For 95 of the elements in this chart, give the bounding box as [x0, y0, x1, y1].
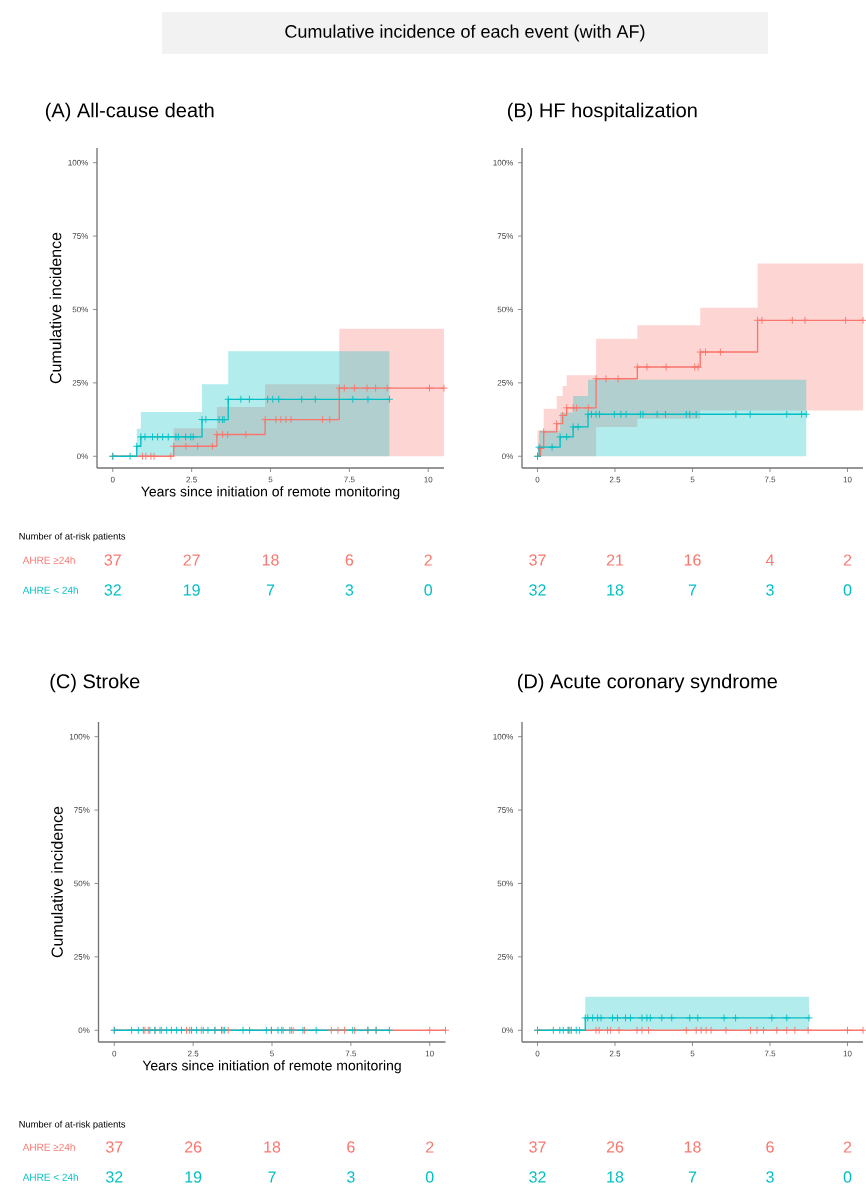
y-tick-label: 25% [74, 954, 90, 960]
y-tick-label: 100% [69, 733, 90, 740]
text: 7 [688, 1171, 697, 1183]
x-tick-label: 0 [535, 1050, 540, 1057]
x-tick-label: 0 [535, 476, 540, 483]
text: 3 [347, 1171, 355, 1183]
text: 4 [765, 554, 774, 566]
text: 37 [529, 1141, 546, 1153]
x-tick-label: 7.5 [344, 476, 355, 483]
text: 32 [529, 584, 546, 596]
text: 2 [843, 554, 852, 566]
x-tick-label: 5 [690, 476, 695, 483]
text: 18 [607, 584, 624, 596]
text: Number of at-risk patients [19, 532, 126, 542]
chart-title: (A) All-cause death [45, 102, 214, 122]
text: AHRE ≥24h [22, 1143, 75, 1151]
y-tick-label: 75% [497, 233, 514, 239]
text: 26 [185, 1141, 202, 1153]
text: 26 [606, 1141, 624, 1153]
text: 19 [185, 1171, 202, 1183]
x-tick-label: 5 [270, 1050, 274, 1057]
y-tick-label: 75% [74, 807, 90, 813]
text: 7 [688, 584, 697, 596]
text: 32 [105, 1171, 123, 1183]
text: 3 [766, 1171, 774, 1183]
text: AHRE < 24h [22, 1173, 78, 1181]
text: 37 [105, 1141, 123, 1153]
x-tick-label: 10 [424, 476, 433, 483]
y-axis-title: Cumulative incidence [49, 232, 62, 384]
text: AHRE ≥24h [22, 556, 75, 564]
text: 6 [347, 1141, 355, 1153]
x-tick-label: 2.5 [609, 476, 621, 483]
text: 2 [424, 554, 432, 566]
text: Cumulative incidence of each event (with AF) [285, 24, 645, 42]
x-tick-label: 5 [690, 1050, 695, 1057]
x-tick-label: 10 [843, 1050, 852, 1057]
text: 3 [345, 584, 354, 596]
text: 6 [345, 554, 354, 566]
x-tick-label: 10 [843, 476, 852, 483]
y-tick-label: 75% [497, 807, 514, 813]
y-tick-label: 0% [502, 453, 514, 460]
text: 37 [529, 554, 546, 566]
y-tick-label: 0% [502, 1027, 514, 1034]
y-tick-label: 0% [77, 453, 89, 460]
text: 7 [266, 584, 275, 596]
text: 21 [606, 554, 624, 566]
chart-title: (B) HF hospitalization [507, 102, 697, 122]
y-tick-label: 100% [493, 733, 514, 740]
x-axis-title: Years since initiation of remote monitoring [141, 486, 400, 500]
y-tick-label: 50% [497, 306, 514, 313]
text: 2 [426, 1141, 434, 1153]
x-tick-label: 7.5 [764, 1050, 776, 1057]
x-tick-label: 2.5 [187, 1050, 199, 1057]
x-tick-label: 2.5 [186, 476, 197, 483]
y-tick-label: 100% [68, 159, 89, 166]
y-tick-label: 50% [72, 306, 89, 313]
y-tick-label: 25% [497, 954, 514, 960]
x-tick-label: 5 [268, 476, 273, 483]
chart-title: (D) Acute coronary syndrome [517, 673, 777, 693]
chart-title: (C) Stroke [50, 673, 140, 693]
text: 18 [684, 1141, 701, 1153]
y-axis-title: Cumulative incidence [51, 806, 63, 958]
text: 0 [425, 1171, 434, 1183]
text: 2 [843, 1141, 852, 1153]
text: 18 [607, 1171, 624, 1183]
text: 0 [843, 584, 852, 596]
x-tick-label: 7.5 [764, 476, 776, 483]
x-tick-label: 0 [110, 476, 115, 483]
y-tick-label: 75% [72, 233, 89, 239]
text: 0 [424, 584, 433, 596]
text: 3 [766, 584, 774, 596]
text: Number of at-risk patients [19, 1120, 126, 1130]
text: 18 [264, 1141, 281, 1153]
text: 7 [268, 1171, 276, 1183]
x-tick-label: 7.5 [345, 1050, 357, 1057]
text: 32 [104, 584, 121, 596]
text: 27 [183, 554, 200, 566]
y-tick-label: 100% [493, 159, 514, 166]
text: 37 [104, 554, 121, 566]
x-tick-label: 10 [425, 1050, 434, 1057]
text: 0 [843, 1171, 852, 1183]
x-axis-title: Years since initiation of remote monitoring [142, 1060, 401, 1074]
x-tick-label: 2.5 [609, 1050, 621, 1057]
text: AHRE < 24h [22, 586, 78, 594]
text: 19 [183, 584, 200, 596]
text: 32 [529, 1171, 546, 1183]
text: 16 [684, 554, 701, 566]
text: 6 [766, 1141, 774, 1153]
x-tick-label: 0 [112, 1050, 117, 1057]
y-tick-label: 25% [497, 380, 514, 386]
y-tick-label: 50% [74, 880, 90, 887]
y-tick-label: 0% [78, 1027, 90, 1034]
text: 18 [262, 554, 279, 566]
y-tick-label: 50% [497, 880, 514, 887]
y-tick-label: 25% [72, 380, 89, 386]
